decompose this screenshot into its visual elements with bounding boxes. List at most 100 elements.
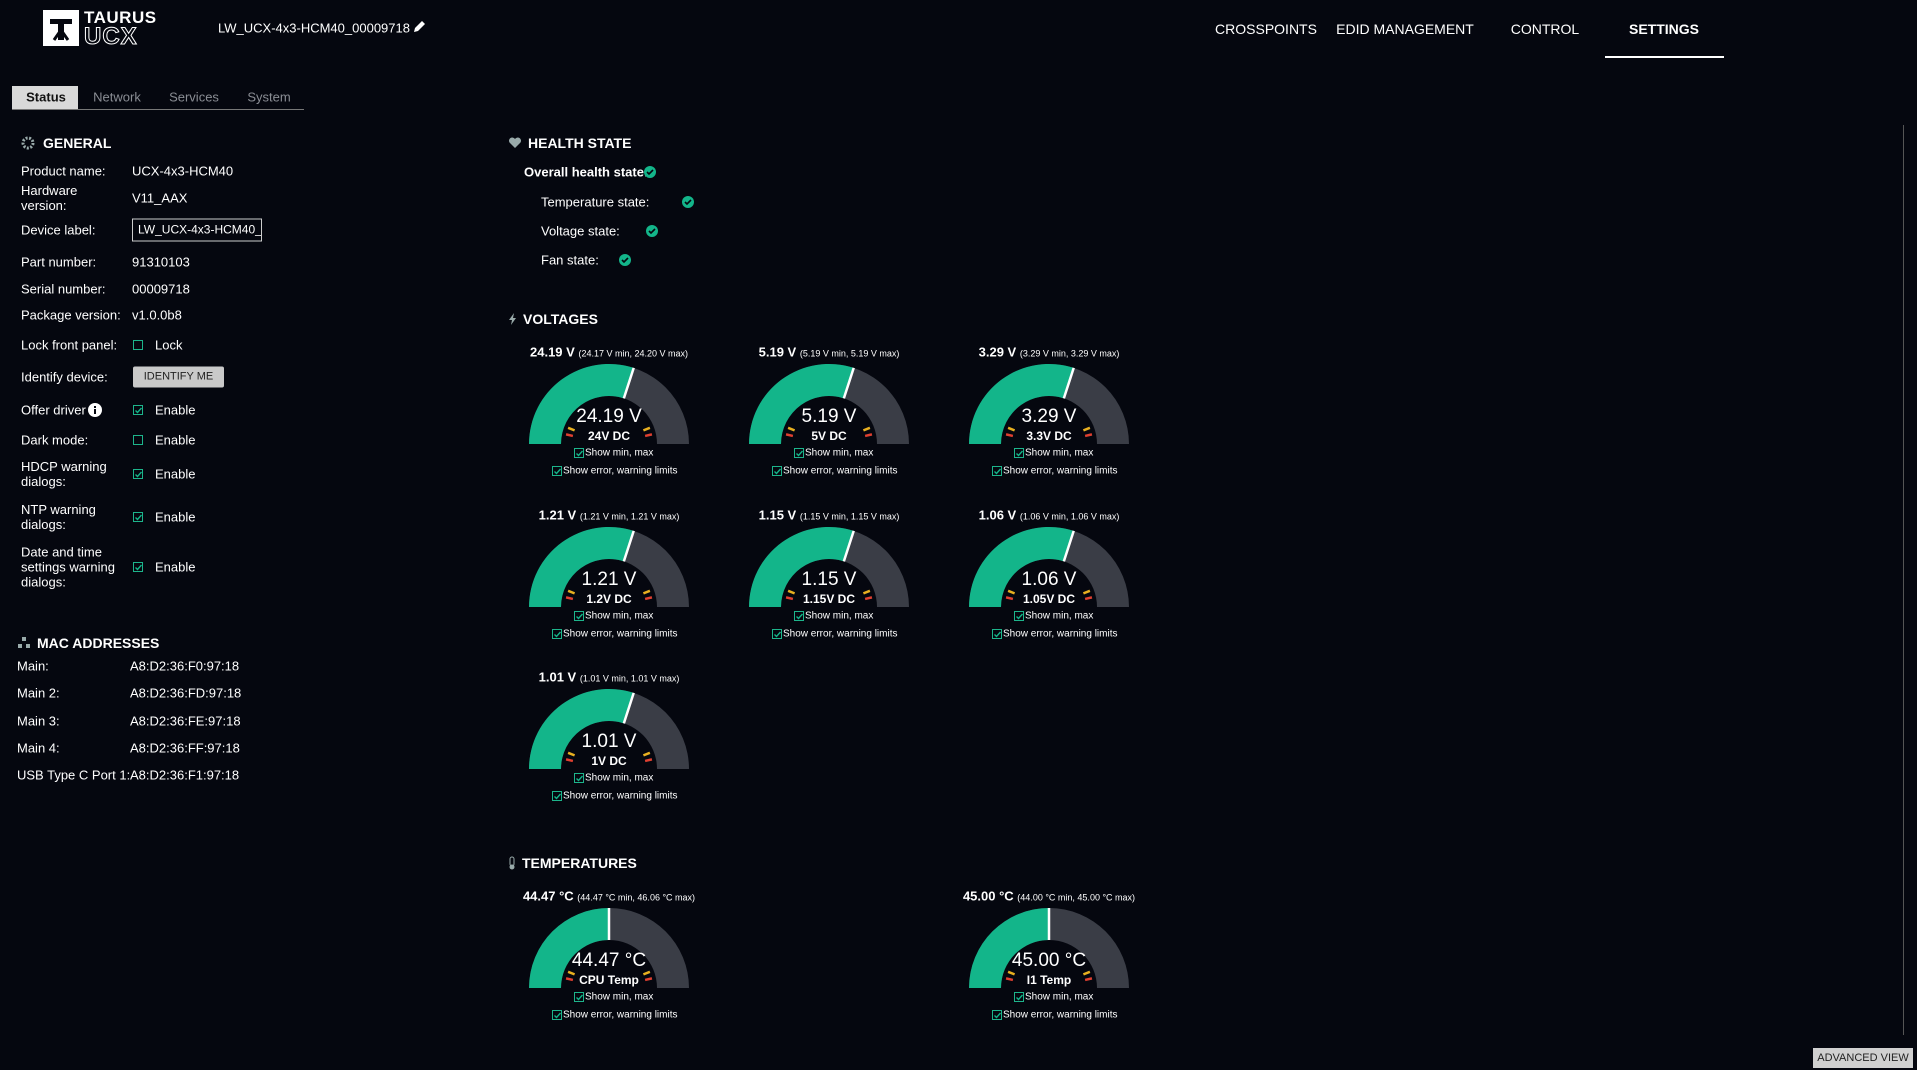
gauge-reading: 3.29 V xyxy=(978,344,1017,360)
gauge-reading: 1.06 V xyxy=(978,507,1017,523)
checkbox[interactable] xyxy=(992,466,1002,476)
field-value: UCX-4x3-HCM40 xyxy=(132,163,234,179)
gauge-reading: 1.15 V xyxy=(758,507,797,523)
checkbox[interactable] xyxy=(133,340,143,350)
checkbox[interactable] xyxy=(794,448,804,458)
gauge xyxy=(529,527,689,607)
field-label: Device label: xyxy=(21,222,96,238)
checkbox[interactable] xyxy=(1014,448,1024,458)
gauge-title: 3.29 V (3.29 V min, 3.29 V max) xyxy=(979,345,1120,360)
mac-value: A8:D2:36:FE:97:18 xyxy=(130,713,241,729)
gauge xyxy=(529,689,689,769)
checkbox[interactable] xyxy=(574,992,584,1002)
checkbox[interactable] xyxy=(574,448,584,458)
advanced-view-button[interactable]: ADVANCED VIEW xyxy=(1813,1048,1913,1068)
checkbox[interactable] xyxy=(992,629,1002,639)
gauge-range: (1.15 V min, 1.15 V max) xyxy=(799,511,900,522)
ok-icon xyxy=(646,225,658,237)
checkbox[interactable] xyxy=(992,1010,1002,1020)
option-label: Enable xyxy=(155,466,196,482)
device-label-input[interactable]: LW_UCX-4x3-HCM40_00009718 xyxy=(132,218,262,242)
checkbox[interactable] xyxy=(552,1010,562,1020)
checkbox[interactable] xyxy=(1014,992,1024,1002)
gauge-option: Show min, max xyxy=(805,447,874,459)
option-label: Lock xyxy=(155,337,183,353)
gauge-option: Show error, warning limits xyxy=(783,628,898,640)
tab[interactable]: System xyxy=(247,89,291,105)
gauge-label: 3.3V DC xyxy=(1026,429,1072,443)
gauge-value: 24.19 V xyxy=(576,406,642,427)
gauge-option: Show error, warning limits xyxy=(563,628,678,640)
section-heading: VOLTAGES xyxy=(523,311,598,327)
checkbox[interactable] xyxy=(552,466,562,476)
checkbox[interactable] xyxy=(133,469,143,479)
tab-active-bg xyxy=(12,86,78,109)
gauge-label: 5V DC xyxy=(811,429,847,443)
checkbox[interactable] xyxy=(133,435,143,445)
field-label: Dark mode: xyxy=(21,432,89,448)
nav-active-underline xyxy=(1605,56,1724,58)
gauge-range: (44.00 °C min, 45.00 °C max) xyxy=(1017,892,1136,903)
field-value: 91310103 xyxy=(132,254,190,270)
nav-item[interactable]: CONTROL xyxy=(1510,21,1580,37)
gauge xyxy=(529,364,689,444)
section-heading: GENERAL xyxy=(43,135,112,151)
checkbox[interactable] xyxy=(574,611,584,621)
checkbox[interactable] xyxy=(772,629,782,639)
checkbox[interactable] xyxy=(552,629,562,639)
checkbox[interactable] xyxy=(794,611,804,621)
health-state: Fan state: xyxy=(541,252,599,268)
gauge xyxy=(749,364,909,444)
field-label: NTP warning dialogs: xyxy=(21,502,96,532)
section-heading: MAC ADDRESSES xyxy=(37,635,160,651)
gauge-title: 24.19 V (24.17 V min, 24.20 V max) xyxy=(530,345,688,360)
gauge-reading: 1.21 V xyxy=(538,507,577,523)
checkbox[interactable] xyxy=(574,773,584,783)
brand-top: TAURUS xyxy=(84,8,157,27)
checkbox[interactable] xyxy=(133,562,143,572)
gauge-option: Show error, warning limits xyxy=(563,465,678,477)
nav-item[interactable]: EDID MANAGEMENT xyxy=(1336,21,1474,37)
gauge-option: Show min, max xyxy=(585,991,654,1003)
checkbox[interactable] xyxy=(1014,611,1024,621)
gauge-title: 5.19 V (5.19 V min, 5.19 V max) xyxy=(759,345,900,360)
gauge-range: (24.17 V min, 24.20 V max) xyxy=(578,348,689,359)
field-label: HDCP warning dialogs: xyxy=(21,459,107,489)
gauge-range: (1.21 V min, 1.21 V max) xyxy=(579,511,680,522)
gauge-label: 1.05V DC xyxy=(1022,592,1076,606)
field-label: Serial number: xyxy=(21,281,106,297)
gauge xyxy=(969,527,1129,607)
gauge-option: Show min, max xyxy=(585,610,654,622)
tab[interactable]: Services xyxy=(169,89,219,105)
identify-button[interactable]: IDENTIFY ME xyxy=(133,366,224,388)
field-label: Package version: xyxy=(21,307,121,323)
gauge-option: Show error, warning limits xyxy=(563,790,678,802)
section-icon xyxy=(18,637,30,648)
checkbox[interactable] xyxy=(133,405,143,415)
gauge-range: (44.47 °C min, 46.06 °C max) xyxy=(577,892,696,903)
section-icon xyxy=(509,313,516,325)
gauge-value: 1.15 V xyxy=(801,569,857,590)
tab[interactable]: Network xyxy=(93,89,141,105)
gauge-label: I1 Temp xyxy=(1026,973,1072,987)
gauge-label: 1.15V DC xyxy=(802,592,856,606)
gauge-option: Show min, max xyxy=(585,772,654,784)
ok-icon xyxy=(644,166,656,178)
tab-underline xyxy=(12,109,304,110)
edit-icon[interactable] xyxy=(412,20,426,34)
tab[interactable]: Status xyxy=(26,89,66,105)
gauge xyxy=(969,908,1129,988)
gauge-option: Show min, max xyxy=(1025,447,1094,459)
nav-item[interactable]: SETTINGS xyxy=(1628,21,1700,37)
checkbox[interactable] xyxy=(133,512,143,522)
checkbox[interactable] xyxy=(552,791,562,801)
mac-label: Main 3: xyxy=(17,713,60,729)
nav-item[interactable]: CROSSPOINTS xyxy=(1215,21,1317,37)
gauge-value: 44.47 °C xyxy=(571,950,647,971)
gauge-reading: 45.00 °C xyxy=(962,888,1014,904)
checkbox[interactable] xyxy=(772,466,782,476)
gauge-range: (1.01 V min, 1.01 V max) xyxy=(579,673,680,684)
mac-label: Main 2: xyxy=(17,685,60,701)
field-label: Hardware version: xyxy=(21,183,78,213)
